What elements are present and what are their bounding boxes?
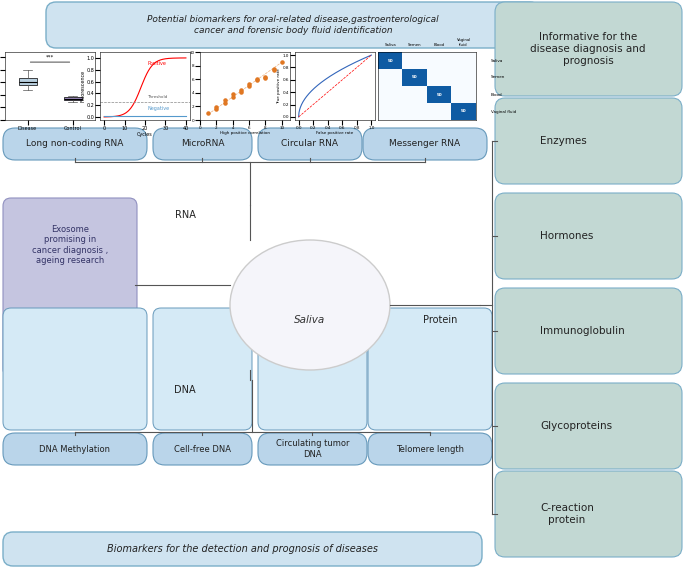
Point [211, 103, 222, 112]
Text: MicroRNA: MicroRNA [181, 140, 224, 149]
FancyBboxPatch shape [258, 128, 362, 160]
Text: Saliva: Saliva [490, 59, 503, 63]
Point [211, 104, 222, 113]
FancyBboxPatch shape [3, 308, 147, 430]
Point [236, 88, 247, 97]
Text: Vaginal
fluid: Vaginal fluid [457, 38, 471, 47]
Point [268, 66, 279, 75]
Point [268, 64, 279, 74]
Text: DNA: DNA [174, 385, 196, 395]
Text: Blood: Blood [434, 43, 445, 47]
Text: Circular RNA: Circular RNA [282, 140, 338, 149]
Text: 50: 50 [388, 59, 393, 63]
FancyBboxPatch shape [495, 2, 682, 96]
FancyBboxPatch shape [153, 128, 252, 160]
Text: 50: 50 [461, 109, 466, 113]
FancyBboxPatch shape [363, 128, 487, 160]
Point [252, 76, 263, 85]
Point [227, 93, 238, 102]
Ellipse shape [230, 240, 390, 370]
Text: Telomere length: Telomere length [396, 445, 464, 454]
Point [236, 85, 247, 94]
Text: 50: 50 [412, 75, 418, 79]
X-axis label: High positive correlation: High positive correlation [220, 131, 270, 135]
Point [227, 89, 238, 98]
PathPatch shape [64, 97, 82, 100]
X-axis label: Cycles: Cycles [137, 132, 153, 137]
Point [203, 109, 214, 118]
Text: RNA: RNA [175, 210, 195, 220]
FancyBboxPatch shape [258, 433, 367, 465]
Text: Potential biomarkers for oral-related disease,gastroenterological
cancer and for: Potential biomarkers for oral-related di… [147, 15, 439, 35]
Point [219, 99, 230, 108]
Text: Saliva: Saliva [295, 315, 325, 325]
Point [219, 95, 230, 104]
Point [260, 73, 271, 82]
Point [260, 73, 271, 82]
Text: Glycoproteins: Glycoproteins [540, 421, 612, 431]
Text: DNA Methylation: DNA Methylation [40, 445, 110, 454]
Text: 50: 50 [436, 92, 442, 96]
Text: Long non-coding RNA: Long non-coding RNA [26, 140, 124, 149]
Text: Semen: Semen [408, 43, 421, 47]
FancyBboxPatch shape [3, 198, 137, 377]
FancyBboxPatch shape [3, 433, 147, 465]
FancyBboxPatch shape [495, 471, 682, 557]
Point [276, 57, 287, 66]
FancyBboxPatch shape [153, 433, 252, 465]
Text: Protein: Protein [423, 315, 457, 325]
Text: Semen: Semen [490, 75, 505, 79]
Text: Negative: Negative [147, 106, 169, 111]
FancyBboxPatch shape [495, 98, 682, 184]
Point [244, 82, 255, 91]
FancyBboxPatch shape [495, 288, 682, 374]
FancyBboxPatch shape [3, 128, 147, 160]
Text: C-reaction
protein: C-reaction protein [540, 503, 594, 525]
FancyBboxPatch shape [368, 308, 492, 430]
Y-axis label: True positive rate: True positive rate [277, 68, 282, 104]
Text: Enzymes: Enzymes [540, 136, 587, 146]
FancyBboxPatch shape [258, 308, 367, 430]
Text: Threshold: Threshold [147, 95, 167, 99]
FancyBboxPatch shape [495, 193, 682, 279]
Point [244, 80, 255, 89]
PathPatch shape [18, 78, 36, 85]
Text: Positive: Positive [147, 61, 166, 66]
Text: ***: *** [46, 55, 54, 59]
Y-axis label: Fluorescence: Fluorescence [80, 70, 86, 102]
Text: Hormones: Hormones [540, 231, 593, 241]
X-axis label: False positive rate: False positive rate [316, 131, 353, 135]
Text: Blood: Blood [490, 92, 502, 96]
Text: Vaginal fluid: Vaginal fluid [490, 109, 516, 113]
FancyBboxPatch shape [46, 2, 540, 48]
FancyBboxPatch shape [495, 383, 682, 469]
Point [252, 75, 263, 84]
FancyBboxPatch shape [368, 433, 492, 465]
FancyBboxPatch shape [3, 532, 482, 566]
FancyBboxPatch shape [153, 308, 252, 430]
Text: Informative for the
disease diagnosis and
prognosis: Informative for the disease diagnosis an… [530, 32, 646, 66]
Text: Immunoglobulin: Immunoglobulin [540, 326, 625, 336]
Text: Messenger RNA: Messenger RNA [390, 140, 460, 149]
Text: Circulating tumor
DNA: Circulating tumor DNA [276, 439, 349, 459]
Text: Biomarkers for the detection and prognosis of diseases: Biomarkers for the detection and prognos… [108, 544, 379, 554]
Text: Cell-free DNA: Cell-free DNA [174, 445, 231, 454]
Text: Saliva: Saliva [384, 43, 396, 47]
Text: Exosome
promising in
cancer diagnosis ,
ageing research: Exosome promising in cancer diagnosis , … [32, 225, 108, 265]
